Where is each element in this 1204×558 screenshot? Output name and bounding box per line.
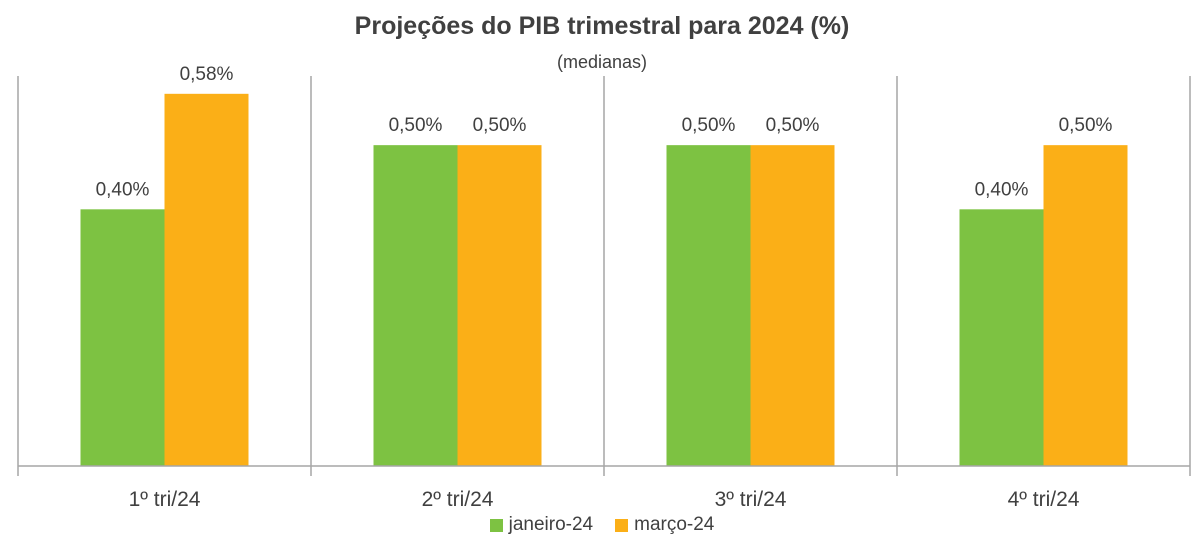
data-label-2-3: 0,50% bbox=[766, 115, 820, 136]
data-label-1-2: 0,50% bbox=[389, 115, 443, 136]
bar-2-4 bbox=[1043, 145, 1128, 466]
legend-swatch-series-1 bbox=[489, 518, 503, 532]
data-label-2-4: 0,50% bbox=[1059, 115, 1113, 136]
bar-1-3 bbox=[666, 145, 751, 466]
legend: janeiro-24 março-24 bbox=[0, 514, 1204, 536]
data-label-1-4: 0,40% bbox=[975, 179, 1029, 200]
data-label-2-2: 0,50% bbox=[473, 115, 527, 136]
x-tick-label-1: 1º tri/24 bbox=[129, 488, 201, 511]
data-label-1-3: 0,50% bbox=[682, 115, 736, 136]
legend-item-series-2: março-24 bbox=[615, 514, 714, 536]
bar-1-1 bbox=[80, 209, 165, 466]
legend-label-series-2: março-24 bbox=[634, 514, 715, 535]
legend-label-series-1: janeiro-24 bbox=[508, 514, 594, 535]
legend-item-series-1: janeiro-24 bbox=[489, 514, 594, 536]
data-label-1-1: 0,40% bbox=[96, 179, 150, 200]
chart-subtitle: (medianas) bbox=[556, 52, 648, 72]
x-tick-label-2: 2º tri/24 bbox=[422, 488, 494, 511]
bar-2-3 bbox=[750, 145, 835, 466]
data-label-2-1: 0,58% bbox=[180, 64, 234, 85]
x-tick-label-4: 4º tri/24 bbox=[1008, 488, 1080, 511]
bar-2-2 bbox=[457, 145, 542, 466]
chart-title: Projeções do PIB trimestral para 2024 (%… bbox=[354, 12, 850, 40]
bar-1-2 bbox=[373, 145, 458, 466]
bar-2-1 bbox=[164, 93, 249, 467]
x-tick-label-3: 3º tri/24 bbox=[715, 488, 787, 511]
bar-1-4 bbox=[959, 209, 1044, 466]
legend-swatch-series-2 bbox=[615, 518, 629, 532]
